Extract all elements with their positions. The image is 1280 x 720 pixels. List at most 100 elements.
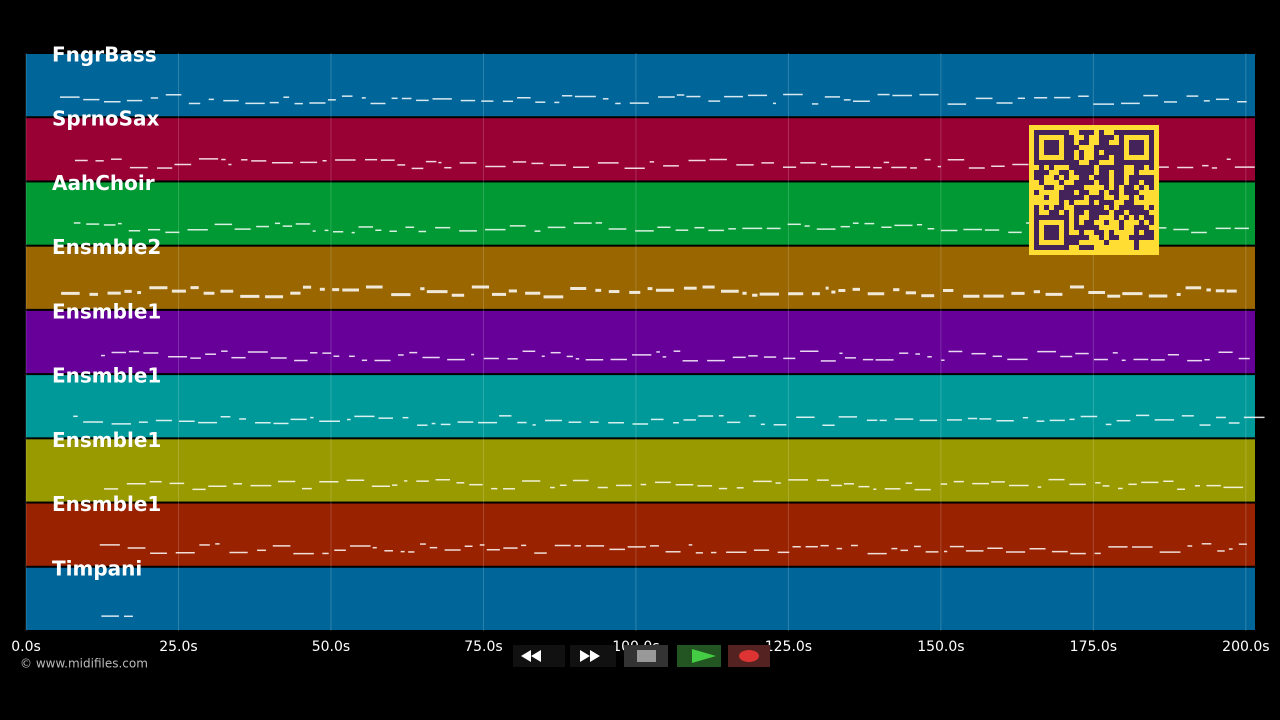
qr-cell	[1044, 160, 1049, 165]
qr-cell	[1129, 200, 1134, 205]
qr-cell	[1064, 215, 1069, 220]
qr-cell	[1134, 235, 1139, 240]
qr-cell	[1119, 160, 1124, 165]
qr-cell	[1099, 195, 1104, 200]
qr-cell	[1064, 230, 1069, 235]
qr-cell	[1089, 245, 1094, 250]
qr-cell	[1129, 175, 1134, 180]
qr-cell	[1119, 180, 1124, 185]
qr-cell	[1064, 175, 1069, 180]
qr-cell	[1124, 205, 1129, 210]
qr-cell	[1089, 220, 1094, 225]
track-name: FngrBass	[52, 43, 157, 67]
qr-cell	[1144, 130, 1149, 135]
qr-cell	[1094, 215, 1099, 220]
qr-cell	[1089, 130, 1094, 135]
qr-cell	[1079, 150, 1084, 155]
qr-cell	[1129, 185, 1134, 190]
qr-cell	[1054, 230, 1059, 235]
qr-cell	[1049, 225, 1054, 230]
qr-cell	[1034, 135, 1039, 140]
qr-cell	[1084, 220, 1089, 225]
qr-cell	[1064, 130, 1069, 135]
qr-cell	[1134, 145, 1139, 150]
track-lane	[26, 375, 1255, 438]
qr-cell	[1134, 210, 1139, 215]
qr-cell	[1084, 130, 1089, 135]
qr-cell	[1149, 175, 1154, 180]
qr-cell	[1079, 175, 1084, 180]
qr-cell	[1049, 235, 1054, 240]
qr-cell	[1034, 145, 1039, 150]
qr-cell	[1104, 135, 1109, 140]
qr-cell	[1109, 165, 1114, 170]
qr-cell	[1114, 145, 1119, 150]
qr-cell	[1089, 225, 1094, 230]
qr-cell	[1129, 145, 1134, 150]
qr-cell	[1054, 175, 1059, 180]
qr-cell	[1134, 180, 1139, 185]
qr-cell	[1079, 235, 1084, 240]
qr-cell	[1049, 215, 1054, 220]
qr-cell	[1139, 185, 1144, 190]
qr-cell	[1044, 215, 1049, 220]
qr-cell	[1119, 175, 1124, 180]
qr-cell	[1059, 160, 1064, 165]
qr-cell	[1034, 205, 1039, 210]
credit: © www.midifiles.com	[20, 657, 148, 671]
qr-cell	[1119, 205, 1124, 210]
qr-cell	[1074, 165, 1079, 170]
grid	[25, 53, 1247, 631]
qr-cell	[1034, 230, 1039, 235]
labels: FngrBass SprnoSax AahChoir Ensmble2 Ensmble1…	[11, 43, 1269, 656]
qr-cell	[1059, 205, 1064, 210]
qr-cell	[1134, 150, 1139, 155]
qr-cell	[1084, 165, 1089, 170]
qr-cell	[1069, 200, 1074, 205]
qr-cell	[1039, 130, 1044, 135]
qr-cell	[1129, 140, 1134, 145]
qr-cell	[1084, 245, 1089, 250]
qr-cell	[1084, 190, 1089, 195]
qr-cell	[1049, 210, 1054, 215]
qr-cell	[1054, 160, 1059, 165]
qr-cell	[1134, 140, 1139, 145]
qr-cell	[1119, 210, 1124, 215]
qr-cell	[1064, 150, 1069, 155]
qr-cell	[1079, 170, 1084, 175]
track-lane	[26, 54, 1255, 117]
qr-cell	[1034, 225, 1039, 230]
qr-cell	[1119, 155, 1124, 160]
stop-icon	[637, 650, 656, 662]
qr-cell	[1099, 140, 1104, 145]
qr-cell	[1104, 185, 1109, 190]
qr-cell	[1144, 175, 1149, 180]
qr-cell	[1149, 205, 1154, 210]
qr-cell	[1064, 240, 1069, 245]
qr-cell	[1119, 140, 1124, 145]
qr-cell	[1054, 130, 1059, 135]
qr-cell	[1089, 170, 1094, 175]
qr-cell	[1114, 180, 1119, 185]
qr-cell	[1079, 230, 1084, 235]
track-name: Ensmble2	[52, 235, 161, 259]
qr-cell	[1114, 210, 1119, 215]
qr-cell	[1139, 195, 1144, 200]
qr-cell	[1084, 170, 1089, 175]
qr-cell	[1049, 245, 1054, 250]
qr-cell	[1149, 140, 1154, 145]
qr-cell	[1049, 160, 1054, 165]
qr-cell	[1084, 180, 1089, 185]
qr-cell	[1114, 170, 1119, 175]
qr-cell	[1074, 160, 1079, 165]
qr-cell	[1069, 155, 1074, 160]
qr-cell	[1059, 245, 1064, 250]
qr-cell	[1099, 130, 1104, 135]
qr-cell	[1134, 190, 1139, 195]
qr-cell	[1094, 155, 1099, 160]
qr-cell	[1074, 240, 1079, 245]
qr-cell	[1044, 230, 1049, 235]
qr-cell	[1044, 195, 1049, 200]
qr-cell	[1099, 210, 1104, 215]
